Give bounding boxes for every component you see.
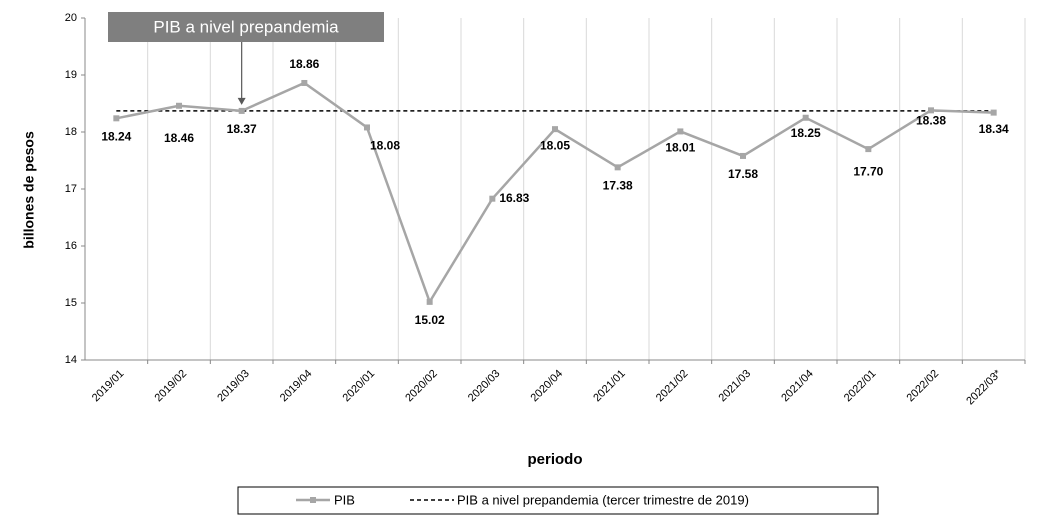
data-label: 17.58 (728, 167, 758, 181)
pib-point (238, 107, 245, 114)
x-axis-label: periodo (528, 451, 583, 468)
pib-line (116, 81, 994, 305)
data-label: 16.83 (499, 191, 529, 205)
x-tick-label: 2019/04 (278, 368, 315, 405)
legend-label: PIB a nivel prepandemia (tercer trimestr… (457, 492, 749, 507)
x-tick-label: 2019/01 (90, 368, 127, 405)
arrow-head (237, 97, 246, 105)
pib-point (802, 114, 809, 121)
x-tick-label: 2019/02 (153, 368, 190, 405)
pib-point (990, 109, 997, 116)
data-label: 18.08 (370, 139, 400, 153)
data-label: 18.46 (164, 131, 194, 145)
pib-point (489, 195, 496, 202)
pib-point (113, 115, 120, 122)
x-tick-label: 2019/03 (215, 368, 252, 405)
y-tick-label: 16 (65, 240, 77, 252)
pib-point (740, 152, 746, 159)
pib-point (426, 298, 433, 305)
data-label: 18.37 (227, 122, 257, 136)
x-tick-label: 2020/02 (403, 368, 440, 405)
y-tick-label: 20 (65, 12, 77, 24)
annotation: PIB a nivel prepandemia (153, 17, 339, 36)
data-label: 18.25 (791, 126, 821, 140)
pib-point (552, 126, 558, 133)
y-tick-label: 19 (65, 69, 77, 81)
x-tick-label: 2021/03 (717, 368, 754, 405)
pib-point (928, 107, 934, 114)
x-tick-label: 2021/01 (591, 368, 628, 405)
legend-marker (310, 497, 316, 503)
data-label: 17.38 (603, 179, 633, 193)
legend-box (237, 486, 879, 515)
data-label: 18.86 (289, 57, 319, 71)
y-tick-label: 17 (65, 183, 77, 195)
data-label: 17.70 (853, 164, 883, 178)
pib-point (677, 128, 684, 135)
pib-point (364, 124, 370, 131)
y-tick-label: 15 (65, 297, 77, 309)
data-label: 18.05 (540, 138, 570, 152)
x-tick-label: 2020/03 (466, 368, 503, 405)
y-axis-label: billones de pesos (21, 131, 37, 249)
x-tick-label: 2020/01 (341, 368, 378, 405)
annotation-box (108, 12, 384, 42)
data-label: 15.02 (415, 313, 445, 327)
x-tick-label: 2022/01 (842, 368, 879, 405)
x-tick-label: 2022/02 (905, 368, 942, 405)
data-label: 18.01 (665, 141, 695, 155)
x-tick-label: 2021/02 (654, 368, 691, 405)
x-tick-label: 2022/03* (964, 367, 1004, 407)
data-label: 18.38 (916, 114, 946, 128)
x-tick-label: 2020/04 (529, 368, 566, 405)
y-tick-label: 18 (65, 126, 77, 138)
pib-point (176, 102, 182, 109)
data-label: 18.34 (979, 122, 1009, 136)
pib-point (614, 164, 621, 171)
data-label: 18.24 (101, 129, 131, 143)
x-tick-label: 2021/04 (779, 368, 816, 405)
pib-point (301, 79, 308, 86)
legend-label: PIB (334, 492, 355, 507)
pib-point (865, 146, 872, 153)
y-tick-label: 14 (65, 354, 77, 366)
